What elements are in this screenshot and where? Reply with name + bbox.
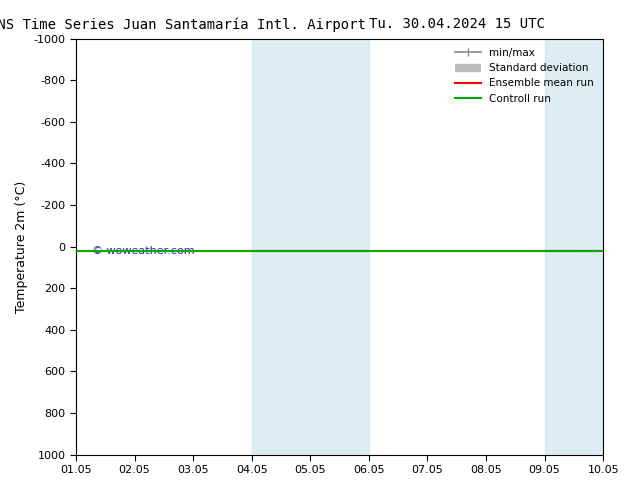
Y-axis label: Temperature 2m (°C): Temperature 2m (°C) bbox=[15, 180, 28, 313]
Text: Tu. 30.04.2024 15 UTC: Tu. 30.04.2024 15 UTC bbox=[368, 17, 545, 31]
Text: ENS Time Series Juan Santamaría Intl. Airport: ENS Time Series Juan Santamaría Intl. Ai… bbox=[0, 17, 366, 32]
Bar bbox=[252, 39, 369, 455]
Bar bbox=[545, 39, 603, 455]
Legend: min/max, Standard deviation, Ensemble mean run, Controll run: min/max, Standard deviation, Ensemble me… bbox=[451, 44, 598, 108]
Text: © woweather.com: © woweather.com bbox=[92, 246, 195, 256]
